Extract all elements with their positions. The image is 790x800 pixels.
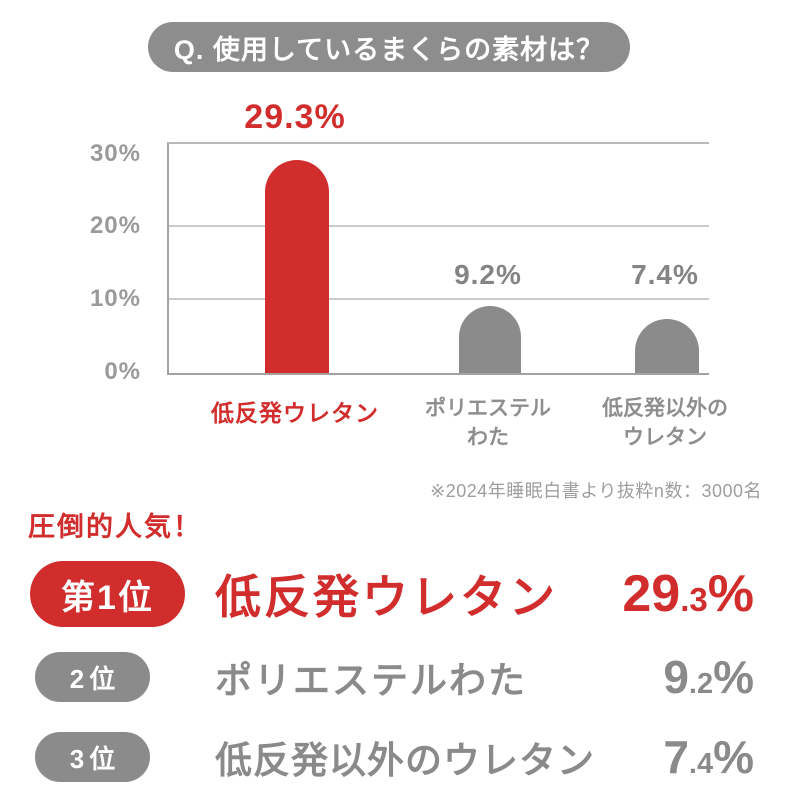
question-text: Q. 使用しているまくらの素材は？	[173, 34, 605, 65]
bar-value-label-2nd: 9.2%	[454, 259, 522, 290]
ranking-row-2: 2位 ポリエステルわた 9.2%	[0, 650, 790, 704]
category-label-polyester-wadding: ポリエステル わた	[425, 397, 551, 449]
ranking-headline: 圧倒的人気！	[28, 512, 202, 542]
ytick-0: 0%	[104, 358, 141, 385]
bar-polyester-wadding	[459, 306, 521, 373]
rank-name-3: 低反発以外のウレタン	[215, 740, 595, 781]
bar-chart-plot-area	[167, 142, 709, 375]
gridline-20pct	[169, 225, 709, 228]
rank-value-3: 7.4%	[663, 731, 754, 783]
category-label-low-rebound-urethane: 低反発ウレタン	[211, 400, 379, 426]
source-note: ※2024年睡眠白書より抜粋n数：3000名	[430, 481, 762, 501]
category-label-other-urethane: 低反発以外の ウレタン	[602, 397, 728, 449]
bar-value-label-1st: 29.3%	[244, 98, 346, 136]
ranking-row-3: 3位 低反発以外のウレタン 7.4%	[0, 730, 790, 784]
ytick-30: 30%	[89, 139, 141, 167]
rank-value-2: 9.2%	[663, 651, 754, 703]
rank-name-1: 低反発ウレタン	[215, 571, 558, 623]
ytick-20: 20%	[89, 212, 141, 240]
rank-badge-2: 2位	[35, 652, 150, 702]
ranking-row-1: 第1位 低反発ウレタン 29.3%	[0, 560, 790, 628]
rank-value-1: 29.3%	[622, 565, 754, 623]
bar-low-rebound-urethane	[265, 159, 329, 373]
rank-badge-1: 第1位	[30, 561, 185, 627]
rank-name-2: ポリエステルわた	[215, 660, 527, 701]
question-badge: Q. 使用しているまくらの素材は？	[148, 22, 630, 72]
bar-value-label-3rd: 7.4%	[631, 259, 699, 290]
gridline-10pct	[169, 298, 709, 301]
ytick-10: 10%	[89, 285, 141, 313]
rank-badge-3: 3位	[35, 732, 150, 782]
bar-other-urethane	[635, 319, 699, 373]
